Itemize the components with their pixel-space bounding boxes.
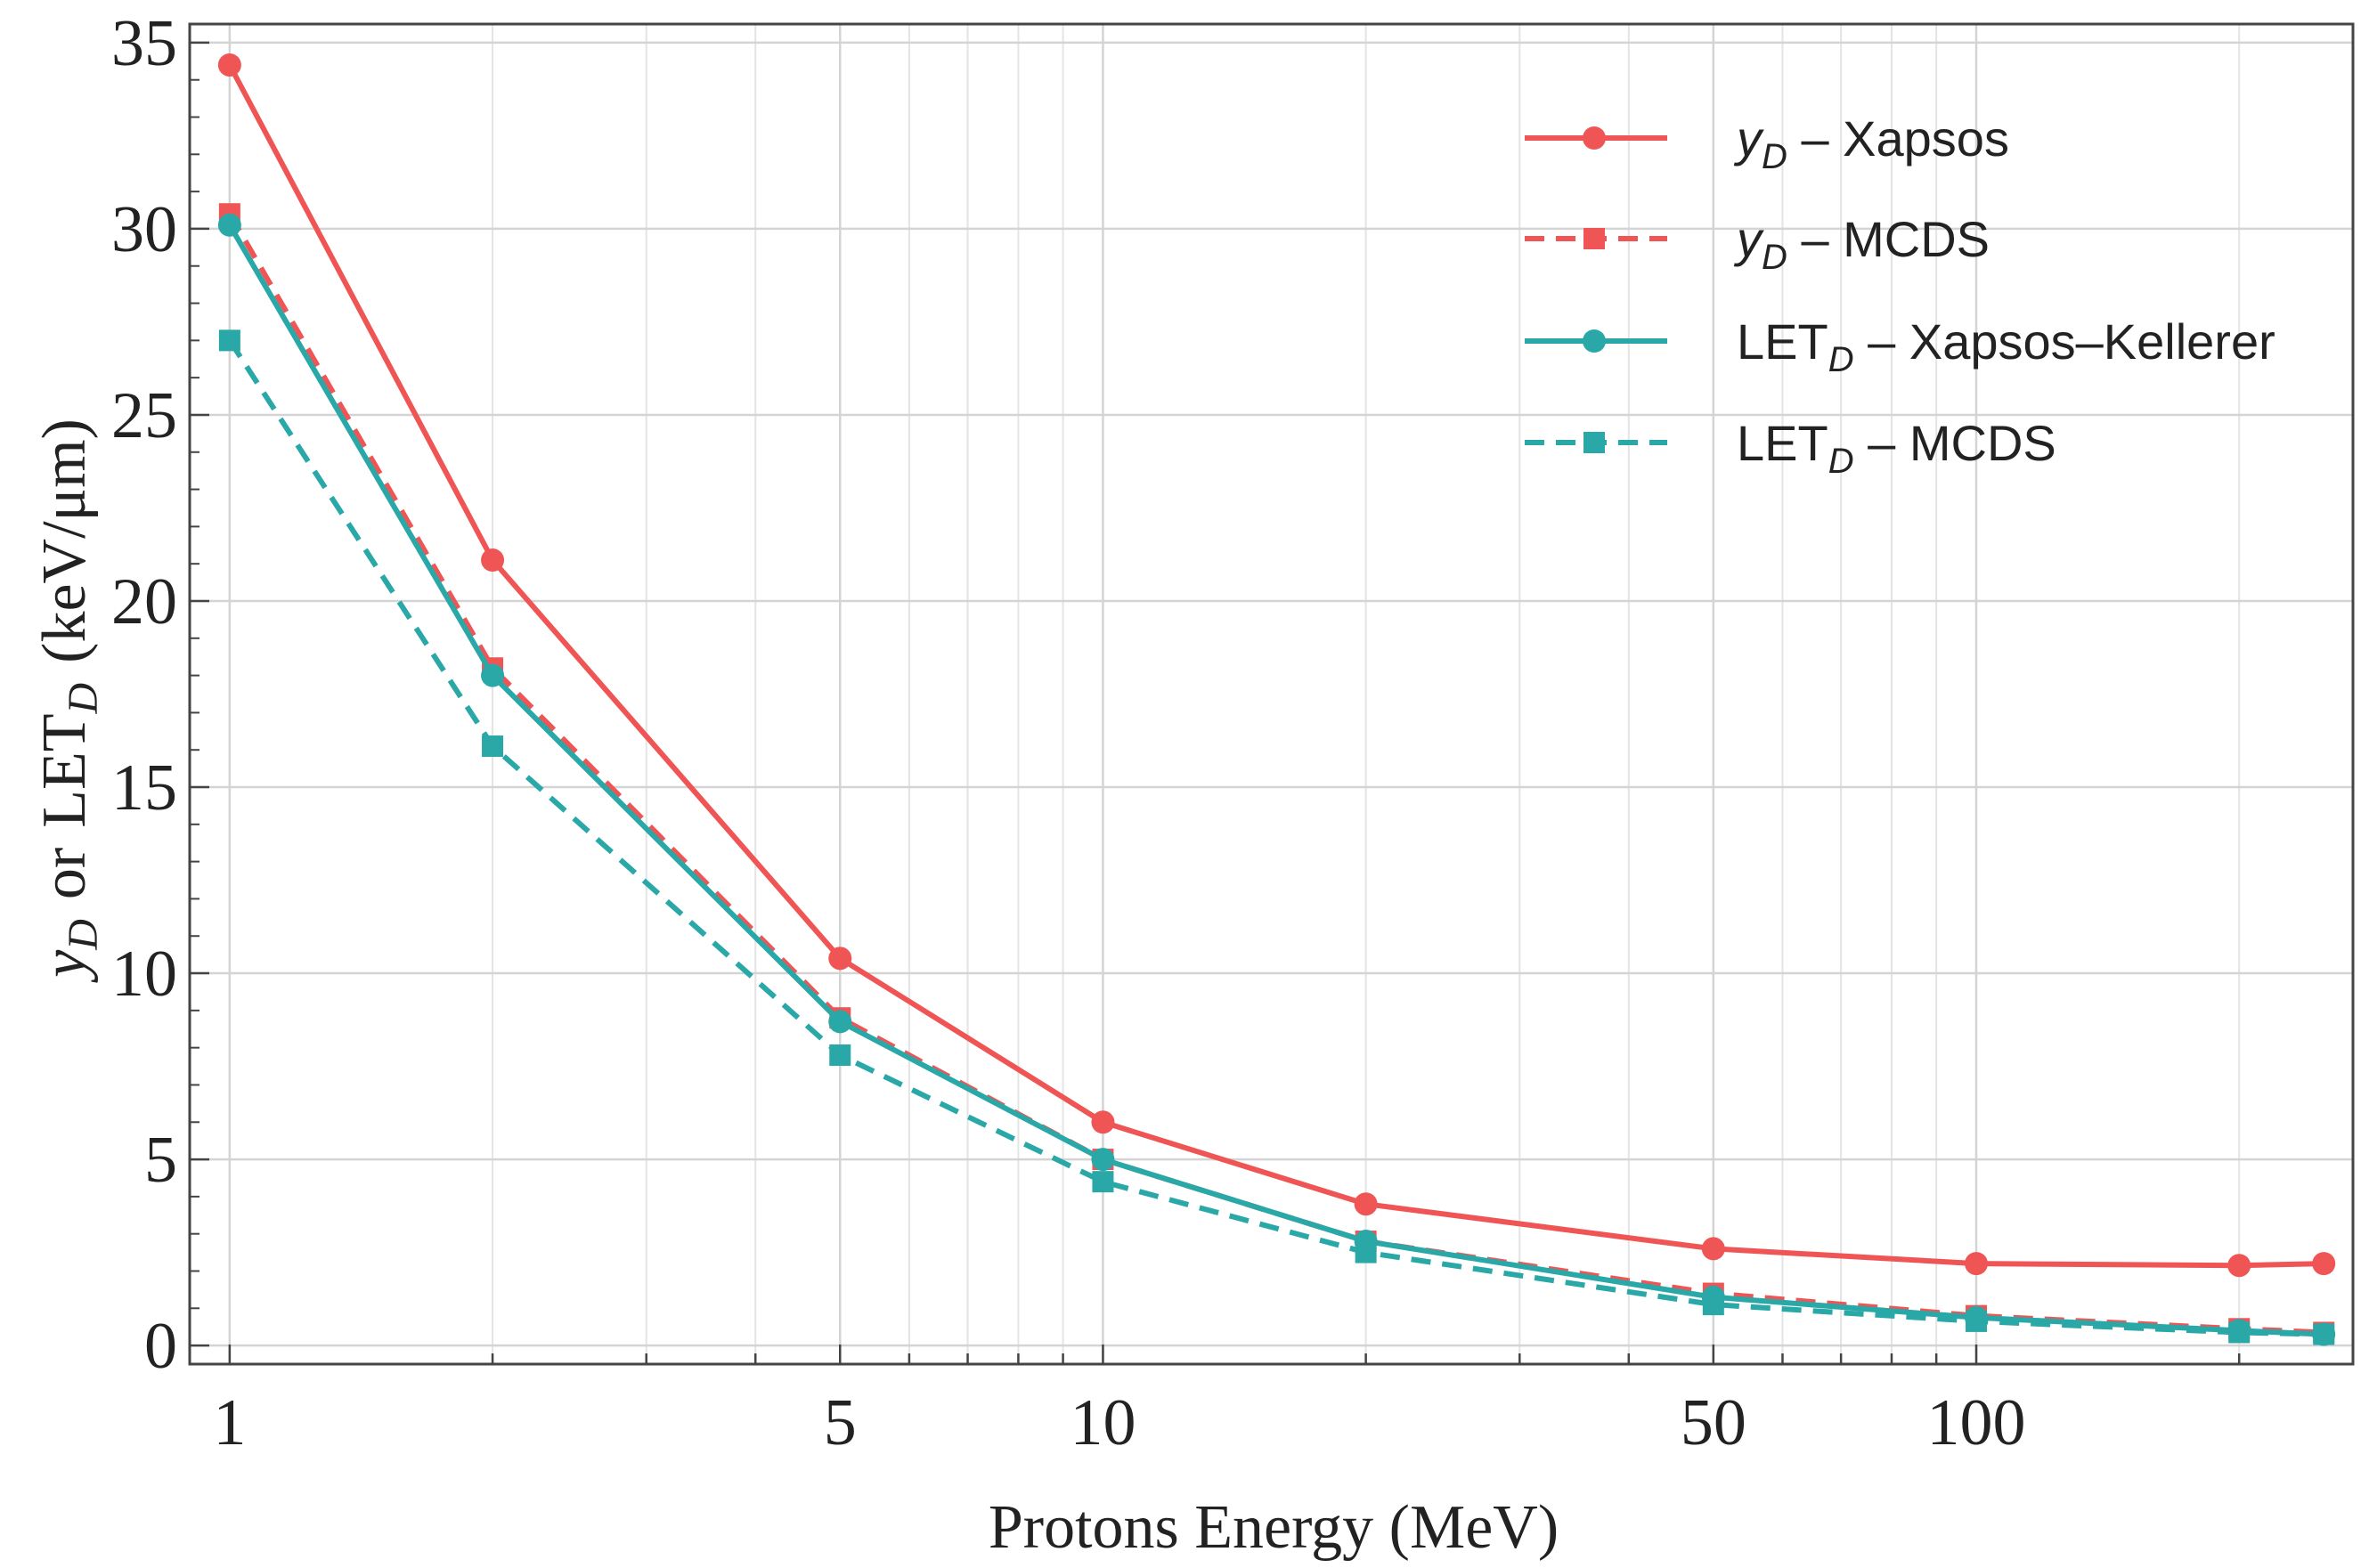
legend-label: yD – Xapsos <box>1733 110 2009 176</box>
data-point <box>1965 1305 1989 1329</box>
data-point <box>481 663 505 687</box>
legend-label-rest: – MCDS <box>1787 211 1990 267</box>
legend-label-main: LET <box>1737 415 1828 471</box>
legend-label-sub: D <box>1828 442 1854 481</box>
data-point <box>1091 1110 1115 1134</box>
legend-label: LETD – Xapsos–Kellerer <box>1737 313 2275 379</box>
data-point <box>2227 1254 2251 1278</box>
x-tick-label: 50 <box>1681 1386 1746 1459</box>
y-tick-label: 5 <box>144 1124 177 1197</box>
y-axis-title: yDorLETD(keV/μm) <box>30 418 107 983</box>
data-point <box>1354 1192 1378 1216</box>
y-tick-label: 25 <box>111 379 177 452</box>
legend-label-rest: – Xapsos <box>1787 110 2009 167</box>
legend-swatch-marker <box>1583 126 1606 150</box>
legend-label: LETD – MCDS <box>1737 415 2056 481</box>
data-point <box>828 946 852 971</box>
data-point <box>2312 1322 2336 1346</box>
legend-label-main: y <box>1733 110 1764 167</box>
y-tick-label: 10 <box>111 938 177 1011</box>
data-point <box>1701 1285 1725 1309</box>
x-tick-label: 100 <box>1927 1386 2026 1459</box>
legend-swatch-marker <box>1583 228 1605 249</box>
data-point <box>217 213 241 237</box>
legend-label-sub: D <box>1762 238 1787 277</box>
y-tick-label: 0 <box>144 1310 177 1383</box>
data-point <box>217 53 241 77</box>
y-axis-title-let: LET <box>30 714 99 828</box>
legend-entry-2: yD – MCDS <box>1525 211 1990 277</box>
x-axis-title: Protons Energy (MeV) <box>989 1493 1559 1562</box>
legend-label-main: LET <box>1737 313 1828 370</box>
y-axis-title-let-sub: D <box>60 683 107 715</box>
plot-frame <box>188 22 2355 1366</box>
legend-swatch-marker <box>1583 329 1606 353</box>
y-tick-label: 35 <box>111 7 177 80</box>
y-axis-title-var-sub: D <box>60 919 107 951</box>
y-tick-label: 15 <box>111 752 177 825</box>
legend-label-main: y <box>1733 211 1764 267</box>
minor-gridlines <box>492 24 2241 1364</box>
legend-swatch-marker <box>1583 432 1605 453</box>
y-axis-title-unit: (keV/μm) <box>30 418 99 663</box>
series-layer <box>217 53 2336 1346</box>
data-point <box>829 1044 851 1067</box>
data-point <box>2227 1319 2251 1343</box>
data-point <box>218 329 240 352</box>
legend-label: yD – MCDS <box>1733 211 1990 277</box>
axis-ticks <box>190 41 2241 1364</box>
data-point <box>1091 1148 1115 1172</box>
series-3 <box>217 213 2336 1346</box>
data-point <box>481 548 505 572</box>
y-tick-label: 20 <box>111 565 177 638</box>
x-tick-label: 5 <box>824 1386 857 1459</box>
y-axis-title-var: y <box>30 949 99 983</box>
data-point <box>2312 1252 2336 1276</box>
legend-entry-3: LETD – Xapsos–Kellerer <box>1525 313 2275 379</box>
data-point <box>1965 1252 1989 1276</box>
data-point <box>1092 1171 1114 1193</box>
legend-label-sub: D <box>1828 340 1854 379</box>
x-tick-label: 1 <box>213 1386 246 1459</box>
legend-entry-1: yD – Xapsos <box>1525 110 2009 176</box>
x-tick-label: 10 <box>1070 1386 1136 1459</box>
data-point <box>1354 1230 1378 1254</box>
data-point <box>482 735 504 758</box>
legend-label-sub: D <box>1762 137 1787 176</box>
legend-label-rest: – MCDS <box>1854 415 2056 471</box>
data-point <box>828 1010 852 1034</box>
major-gridlines <box>190 24 2353 1364</box>
legend-entry-4: LETD – MCDS <box>1525 415 2056 481</box>
series-1 <box>217 53 2336 1278</box>
y-axis-title-connector: or <box>30 848 99 899</box>
legend-label-rest: – Xapsos–Kellerer <box>1854 313 2275 370</box>
data-point <box>1701 1237 1725 1261</box>
y-tick-label: 30 <box>111 193 177 266</box>
